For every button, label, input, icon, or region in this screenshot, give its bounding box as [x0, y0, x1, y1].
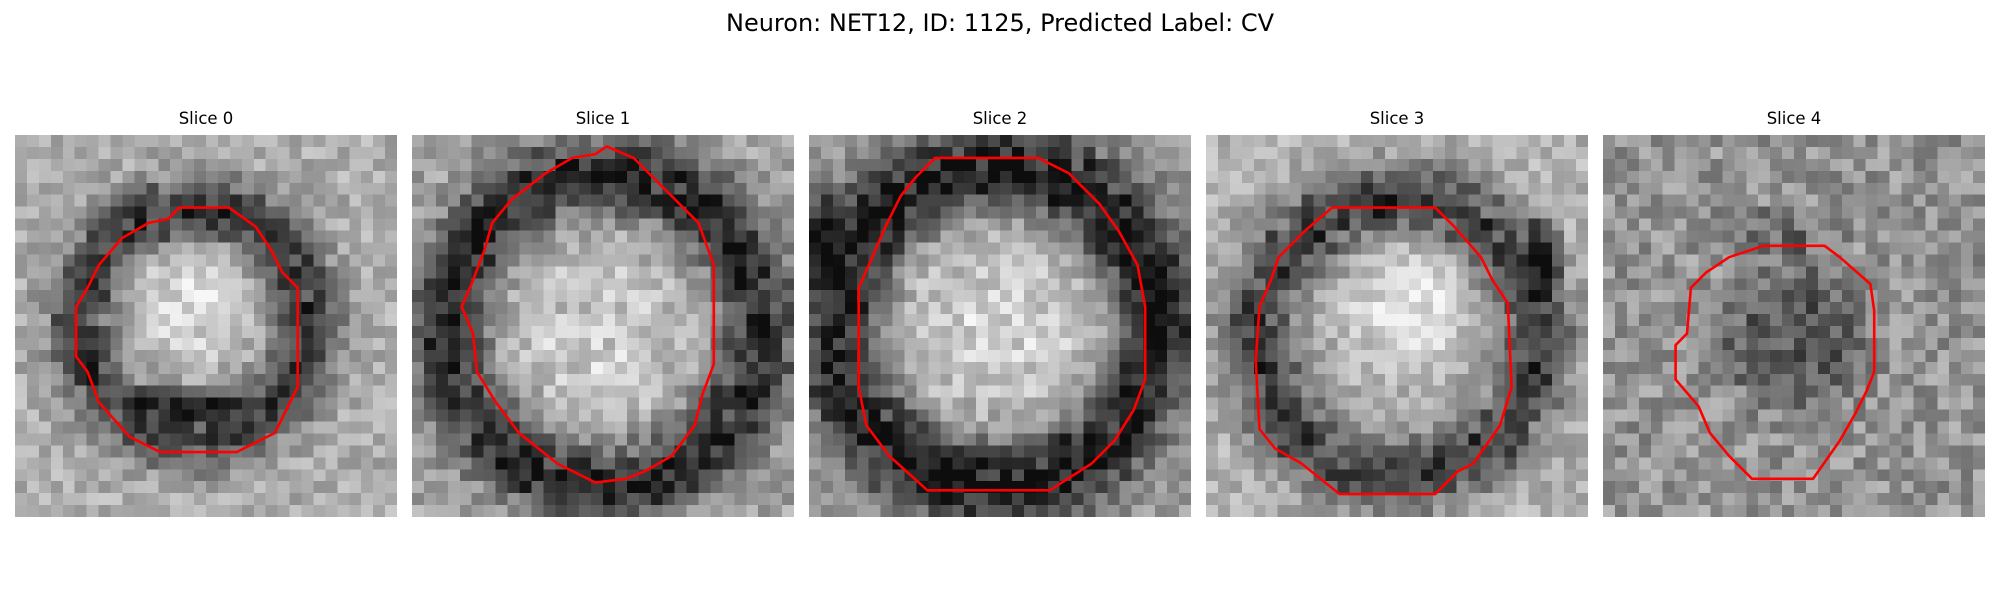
cell-outline: [857, 156, 1147, 492]
slice-title: Slice 2: [972, 109, 1028, 128]
slice-pixels: [15, 135, 397, 517]
slice-panel-3: Slice 3: [1206, 108, 1588, 518]
slice-image: [1206, 135, 1588, 517]
slice-title: Slice 4: [1766, 109, 1822, 128]
slice-panel-0: Slice 0: [15, 108, 397, 518]
slice-pixels: [809, 135, 1191, 517]
slice-image: [15, 135, 397, 517]
cell-outline: [460, 145, 716, 484]
cell-outline: [1674, 244, 1876, 481]
slice-image: [412, 135, 794, 517]
slice-image: [809, 135, 1191, 517]
cell-outline: [1254, 206, 1513, 496]
figure-title: Neuron: NET12, ID: 1125, Predicted Label…: [726, 9, 1274, 37]
slice-image: [1603, 135, 1985, 517]
slice-title: Slice 0: [178, 109, 234, 128]
slice-pixels: [1206, 135, 1588, 517]
slice-panel-4: Slice 4: [1603, 108, 1985, 518]
slice-title: Slice 3: [1369, 109, 1425, 128]
slice-title: Slice 1: [575, 109, 631, 128]
cell-outline: [74, 206, 300, 454]
slice-panel-2: Slice 2: [809, 108, 1191, 518]
slice-pixels: [1603, 135, 1985, 517]
slice-panel-1: Slice 1: [412, 108, 794, 518]
